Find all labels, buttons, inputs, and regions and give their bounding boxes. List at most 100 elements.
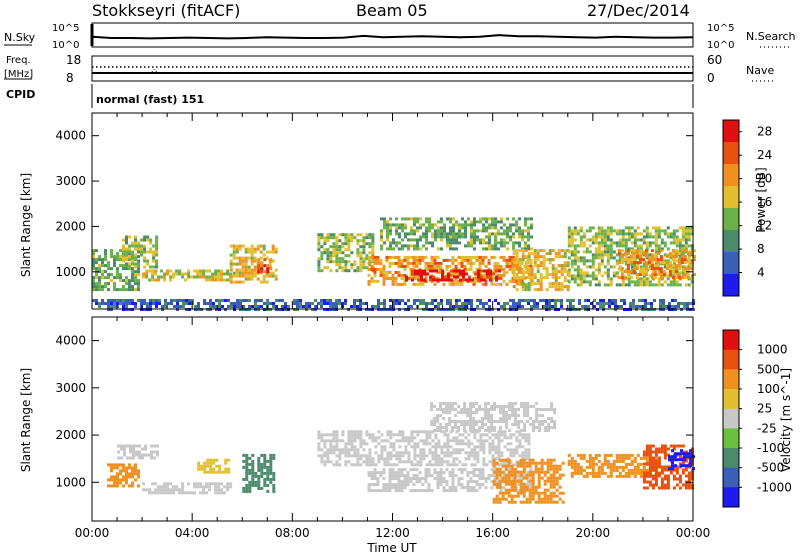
velocity-echo-cell (576, 453, 580, 457)
power-echo-cell (560, 264, 564, 268)
velocity-echo-cell (398, 457, 402, 461)
power-echo-cell (434, 238, 437, 242)
power-echo-cell (467, 244, 470, 248)
power-echo-cell (119, 264, 122, 268)
power-echo-cell (383, 241, 386, 245)
power-echo-cell (681, 232, 685, 236)
velocity-echo-cell (526, 480, 530, 484)
power-echo-cell (566, 288, 570, 292)
power-echo-cell (518, 302, 521, 305)
power-echo-cell (515, 273, 519, 277)
power-echo-cell (131, 262, 135, 266)
power-echo-cell (229, 259, 233, 263)
power-echo-cell (446, 217, 449, 221)
power-echo-cell (645, 229, 649, 233)
power-echo-cell (437, 235, 440, 239)
power-echo-cell (95, 258, 98, 262)
power-echo-cell (530, 305, 533, 308)
velocity-echo-cell (110, 463, 113, 467)
power-echo-cell (317, 242, 321, 246)
velocity-echo-cell (479, 433, 483, 437)
velocity-echo-cell (529, 417, 533, 420)
power-echo-cell (606, 268, 610, 272)
power-echo-cell (651, 283, 655, 287)
power-echo-cell (478, 261, 482, 265)
velocity-echo-cell (491, 442, 495, 446)
power-echo-cell (684, 283, 688, 287)
power-echo-cell (359, 251, 363, 255)
velocity-echo-cell (260, 474, 264, 478)
power-echo-cell (629, 258, 633, 262)
power-echo-cell (570, 244, 574, 248)
power-echo-cell (573, 274, 577, 278)
power-echo-cell (119, 249, 122, 253)
power-echo-cell (386, 229, 389, 233)
velocity-echo-cell (475, 411, 479, 414)
power-echo-cell (119, 299, 122, 302)
velocity-echo-cell (403, 486, 407, 490)
power-echo-cell (632, 270, 636, 274)
velocity-echo-cell (245, 483, 249, 487)
velocity-echo-cell (442, 480, 446, 484)
velocity-echo-cell (513, 482, 517, 486)
power-echo-cell (645, 232, 649, 236)
velocity-echo-cell (609, 453, 613, 457)
power-echo-region (92, 249, 140, 292)
power-echo-cell (570, 277, 574, 281)
velocity-echo-cell (512, 433, 516, 437)
power-echo-cell (654, 262, 658, 266)
velocity-echo-cell (269, 459, 273, 463)
power-echo-cell (506, 235, 509, 239)
power-echo-cell (536, 252, 540, 256)
power-echo-cell (579, 271, 583, 275)
power-echo-cell (456, 269, 459, 273)
velocity-echo-cell (272, 474, 276, 478)
power-echo-cell (530, 270, 534, 274)
power-echo-cell (520, 267, 524, 271)
power-echo-cell (395, 217, 398, 221)
velocity-echo-cell (546, 494, 550, 498)
power-echo-cell (441, 269, 444, 273)
velocity-echo-cell (497, 451, 501, 455)
power-echo-cell (256, 244, 260, 248)
velocity-echo-cell (157, 491, 161, 495)
velocity-echo-cell (341, 448, 345, 452)
power-echo-cell (618, 283, 622, 287)
power-echo-cell (560, 285, 564, 289)
power-echo-cell (476, 305, 479, 308)
power-echo-cell (406, 255, 410, 259)
velocity-echo-cell (427, 474, 431, 478)
power-echo-cell (329, 236, 333, 240)
power-echo-cell (524, 264, 528, 268)
velocity-echo-cell (497, 463, 501, 467)
velocity-colorbar-swatch (723, 448, 739, 469)
velocity-echo-cell (395, 457, 399, 461)
velocity-echo-cell (618, 453, 622, 457)
velocity-echo-cell (227, 467, 231, 471)
velocity-echo-cell (493, 420, 497, 423)
velocity-echo-cell (430, 408, 434, 411)
velocity-echo-cell (439, 480, 443, 484)
power-echo-cell (489, 269, 492, 273)
power-echo-cell (579, 226, 583, 230)
velocity-echo-cell (487, 411, 491, 414)
velocity-echo-cell (552, 491, 556, 495)
power-echo-cell (585, 265, 589, 269)
velocity-echo-cell (383, 439, 387, 443)
power-echo-cell (409, 276, 413, 280)
power-echo-cell (296, 299, 299, 302)
velocity-echo-cell (496, 480, 500, 484)
power-echo-cell (415, 264, 419, 268)
velocity-echo-cell (359, 442, 363, 446)
power-echo-cell (653, 270, 657, 274)
velocity-echo-cell (317, 433, 321, 437)
power-echo-cell (524, 220, 527, 224)
velocity-echo-cell (481, 426, 485, 429)
power-echo-cell (338, 263, 342, 267)
power-echo-cell (410, 226, 413, 230)
velocity-echo-cell (469, 405, 473, 408)
power-echo-cell (611, 302, 614, 305)
velocity-echo-cell (134, 469, 137, 473)
power-echo-cell (457, 282, 461, 286)
velocity-echo-cell (413, 451, 417, 455)
